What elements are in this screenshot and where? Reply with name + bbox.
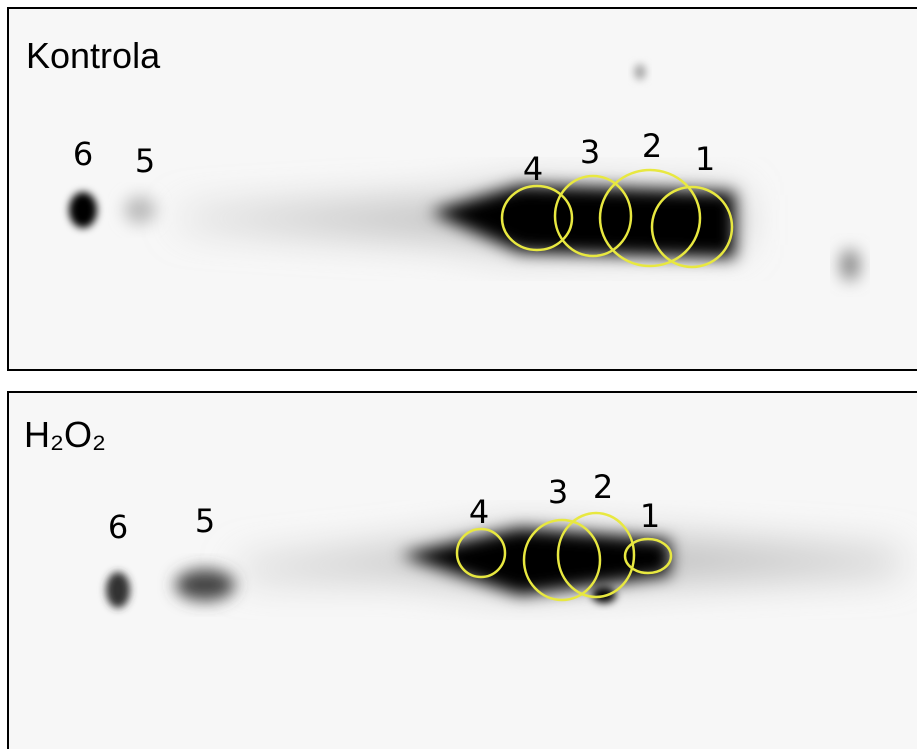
spot-label: 6 — [108, 508, 128, 546]
spot-label: 1 — [695, 140, 715, 178]
spot-label: 2 — [642, 127, 662, 165]
spot-label: 2 — [593, 468, 613, 506]
figure: Kontrola H₂O₂ 123456123456 — [0, 0, 917, 749]
spot-label: 4 — [469, 493, 489, 531]
panel-title: H₂O₂ — [24, 414, 106, 455]
panel-kontrola: Kontrola — [8, 8, 917, 370]
spot-label: 5 — [135, 142, 155, 180]
spot-label: 6 — [73, 135, 93, 173]
panel-h2o2: H₂O₂ — [8, 392, 917, 749]
spot-label: 3 — [580, 133, 600, 171]
spot-label: 3 — [548, 473, 568, 511]
panel-title: Kontrola — [26, 35, 161, 76]
spot-label: 4 — [523, 150, 543, 188]
spot-label: 1 — [640, 497, 660, 535]
spot-label: 5 — [195, 502, 215, 540]
